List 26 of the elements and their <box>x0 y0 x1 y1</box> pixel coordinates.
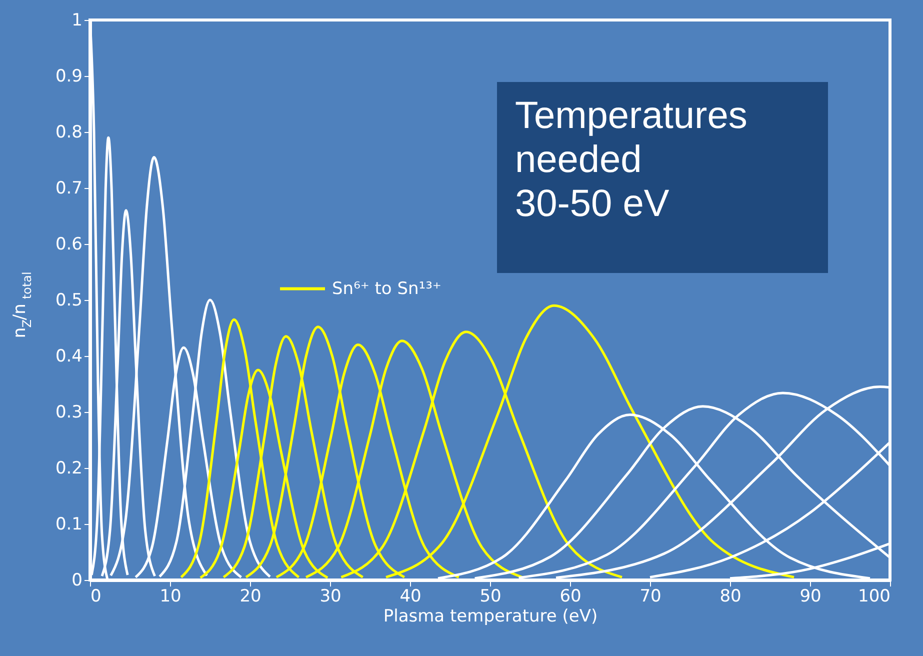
x-tick-label: 100 <box>858 586 890 606</box>
y-tick-label: 0.9 <box>55 66 82 86</box>
y-tick-label: 0.5 <box>55 290 82 310</box>
x-tick-label: 0 <box>90 586 102 606</box>
legend-label: Sn⁶⁺ to Sn¹³⁺ <box>332 278 442 299</box>
x-tick-label: 20 <box>240 586 262 606</box>
x-tick-label: 30 <box>320 586 342 606</box>
y-tick-label: 0.3 <box>55 402 82 422</box>
y-tick-label: 0.2 <box>55 458 82 478</box>
y-tick-label: 0 <box>72 570 82 590</box>
y-axis-title: nZ/ntotal <box>10 272 34 338</box>
y-tick-label: 0.4 <box>55 346 82 366</box>
y-tick-label: 0.7 <box>55 178 82 198</box>
x-tick-label: 10 <box>160 586 182 606</box>
x-axis-title: Plasma temperature (eV) <box>383 606 598 626</box>
x-tick-label: 60 <box>560 586 582 606</box>
y-tick-label: 1 <box>72 10 82 30</box>
y-tick-label: 0.1 <box>55 514 82 534</box>
x-tick-label: 40 <box>400 586 422 606</box>
y-tick-label: 0.8 <box>55 122 82 142</box>
x-tick-label: 70 <box>640 586 662 606</box>
y-tick-label: 0.6 <box>55 234 82 254</box>
x-tick-label: 90 <box>800 586 822 606</box>
x-tick-label: 50 <box>480 586 502 606</box>
annotation: Temperatures needed 30-50 eV <box>515 95 748 225</box>
x-tick-label: 80 <box>720 586 742 606</box>
